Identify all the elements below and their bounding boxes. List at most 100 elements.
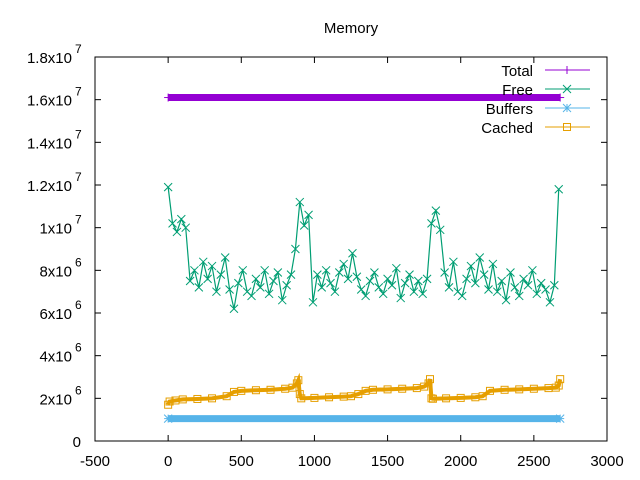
x-tick-label: 1000 [298,453,331,470]
y-tick-exponent: 6 [75,255,82,269]
series-free-point-stroke [462,274,471,284]
series-cached-point-box [294,376,303,385]
plot-frame [94,56,608,442]
series-free-point-stroke [317,283,327,292]
series-free-point [203,274,212,284]
series-free-point [449,257,458,267]
series-free-point [308,297,318,307]
series-cached-point-box [222,392,231,401]
series-cached-point-box [310,393,319,402]
x-tick-label: 2500 [517,453,550,470]
series-free-point [396,293,406,303]
series-free-point-stroke [172,227,182,237]
y-tick-exponent: 6 [75,383,82,397]
series-free-point [299,221,309,230]
series-free-point-stroke [269,276,278,286]
series-free-point-stroke [431,206,441,215]
series-cached-point [368,385,377,394]
series-free-point-stroke [163,182,173,192]
series-free-point [409,287,419,297]
series-free-point-stroke [479,270,489,279]
series-free-point [225,285,234,294]
series-free-point-stroke [413,276,423,286]
series-free-point [519,274,528,284]
series-total-point [164,93,173,102]
series-free-point [370,268,379,277]
series-free-point-stroke [286,270,296,279]
series-free-point-stroke [523,280,533,290]
series-free-point [391,263,401,273]
series-free-point-stroke [225,285,234,294]
y-tick-label: 2x10 [39,391,72,408]
series-free-point [326,278,335,288]
series-cached-point-box [551,383,560,392]
series-cached-point [442,394,451,403]
series-free-point [295,197,305,207]
series-free-point [220,253,230,262]
series-free-point [291,244,300,254]
series-free-point [343,274,353,284]
series-free-point-stroke [541,285,550,294]
series-buffers-point-stroke [163,414,173,423]
series-free-point-stroke [299,221,309,230]
series-free-point-stroke [440,268,449,277]
series-free-point-stroke [264,289,274,299]
series-free-point-stroke [519,274,528,284]
series-free-point [554,184,564,194]
series-free-point-stroke [321,265,331,275]
series-buffers-point-stroke [555,414,565,423]
series-free-point-stroke [475,253,485,262]
series-free-point [190,265,199,275]
series-cached-point [529,384,538,393]
series-cached-point [554,381,563,390]
series-free-point [234,278,243,288]
series-cached-point-box [193,394,202,403]
series-free-point [514,291,524,301]
series-free-point-stroke [304,210,313,220]
series-free-point [356,285,366,294]
series-free-point-stroke [484,285,493,294]
series-free-point [264,289,274,299]
y-tick-exponent: 7 [75,85,82,99]
y-tick-exponent: 7 [75,42,82,56]
series-free-point-stroke [308,297,318,307]
legend: Total Free Buffers Cached [481,63,590,137]
legend-label-cached: Cached [481,120,533,137]
series-free-point-stroke [510,283,520,292]
series-free-point-stroke [554,184,564,194]
series-cached-point [478,392,487,401]
y-tick-exponent: 7 [75,170,82,184]
series-free-point-stroke [514,291,524,301]
series-free-point [269,276,278,286]
series-free-point [238,265,248,275]
series-cached-point [325,393,334,402]
series-cached-point-box [325,393,334,402]
series-free-point-stroke [251,274,261,284]
series-free-point [198,257,208,267]
series-free-line [167,187,560,309]
legend-marker-total [563,66,571,74]
series-cached-point-box [424,379,433,388]
series-free-point-stroke [470,278,480,288]
series-free-point [497,276,507,286]
series-cached-point [428,394,437,403]
series-cached-point [398,384,407,393]
series-cached-point [424,379,433,388]
y-tick-label: 4x10 [39,349,72,366]
series-free-point [532,289,542,299]
series-free-point-stroke [549,280,559,290]
series-free-point [484,285,493,294]
series-cached-point [551,383,560,392]
y-tick-exponent: 7 [75,127,82,141]
series-free-point [212,287,221,297]
series-cached-point-box [485,386,494,395]
series-free-point [207,261,217,271]
series-free-point-stroke [396,293,406,303]
series-cached-point [193,394,202,403]
series-free-point-stroke [400,278,410,288]
series-free-point [528,265,537,275]
x-tick-label: 0 [164,453,172,470]
x-tick-label: 3000 [590,453,623,470]
series-free-point-stroke [361,291,370,301]
series-cached-point [297,394,306,403]
